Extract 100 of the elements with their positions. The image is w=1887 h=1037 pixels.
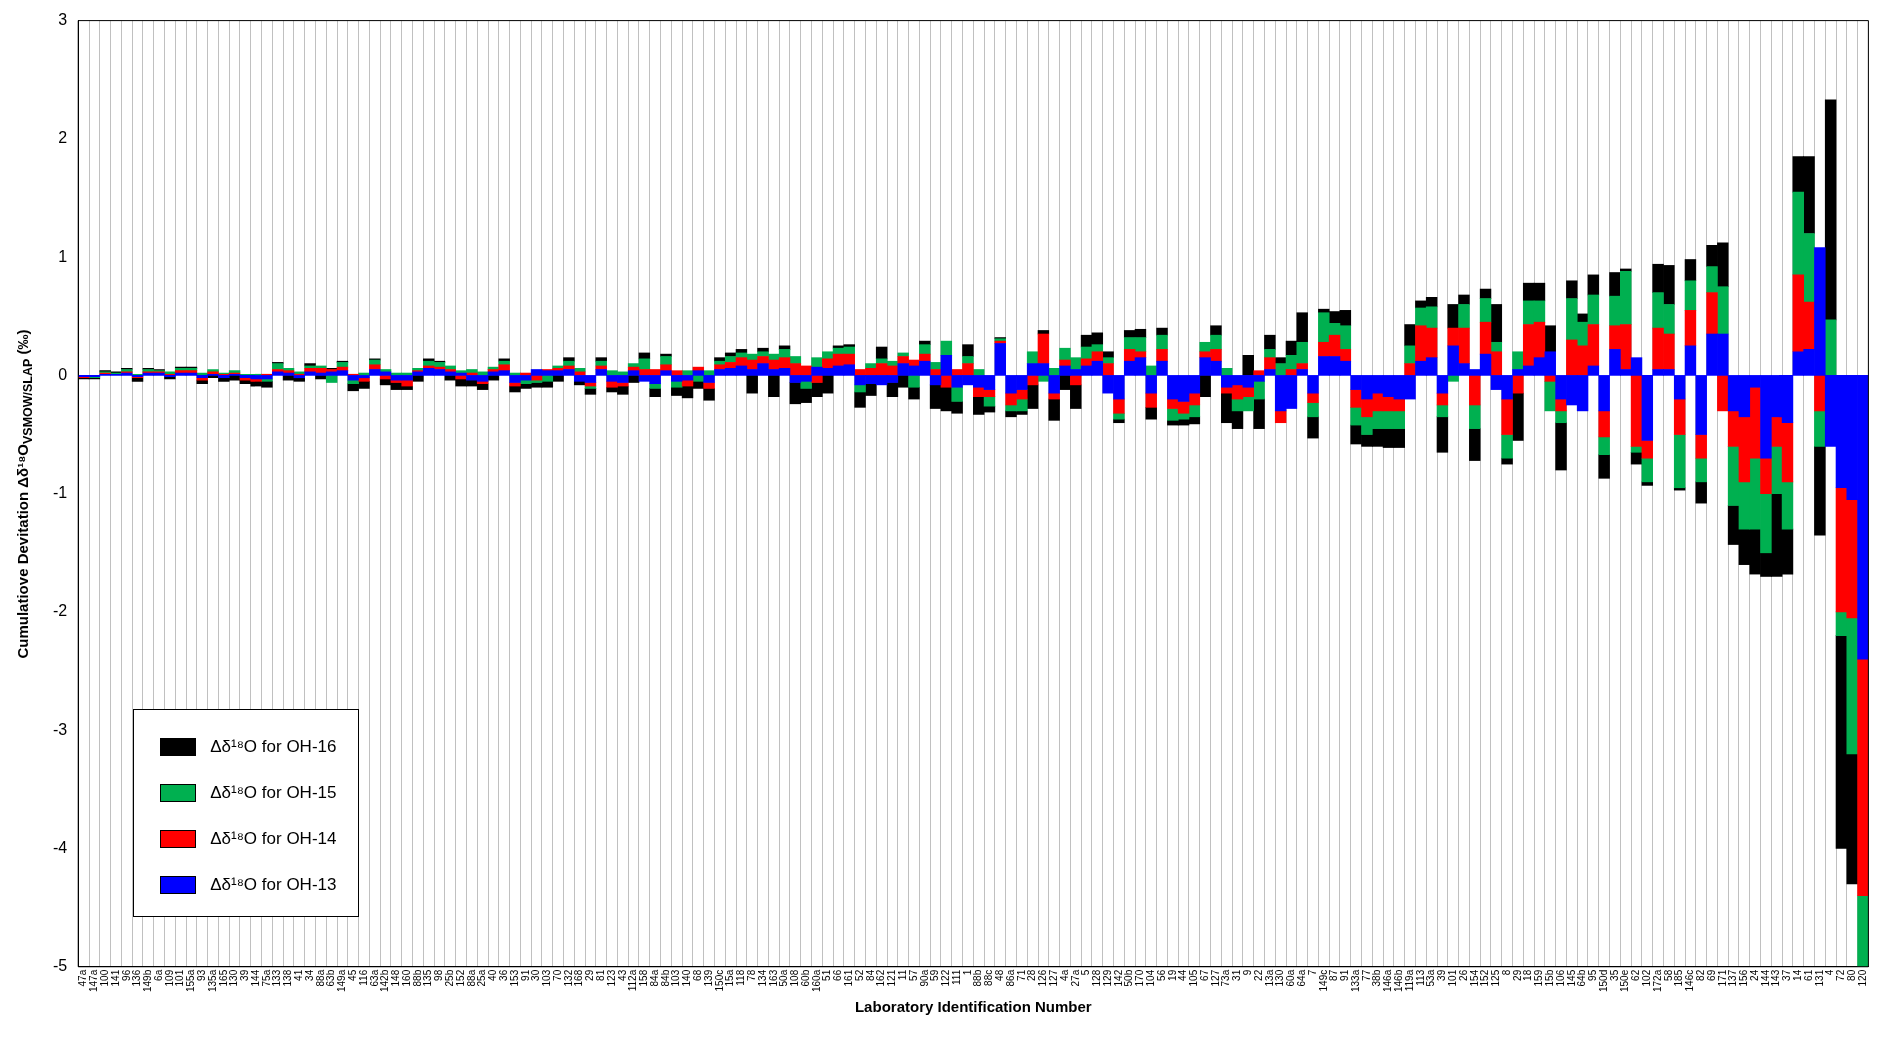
- legend-label: Δδ¹⁸O for OH-13: [210, 874, 337, 895]
- x-tick-label: 146c: [1684, 969, 1696, 992]
- x-tick-label: 40: [487, 969, 499, 981]
- x-tick-label: 80: [1845, 969, 1857, 981]
- x-tick-label: 50b: [1123, 969, 1135, 987]
- x-tick-label: 88a: [465, 969, 477, 987]
- x-tick-label: 59: [929, 969, 941, 981]
- x-tick-label: 37: [1781, 969, 1793, 981]
- x-tick-label: 152: [1479, 969, 1491, 987]
- x-tick-label: 48: [994, 969, 1006, 981]
- x-tick-label: 137: [1727, 969, 1739, 987]
- x-tick-label: 88b: [972, 969, 984, 987]
- x-tick-label: 71: [1015, 969, 1027, 981]
- x-tick-label: 101: [1446, 969, 1458, 987]
- y-tick-label: -3: [52, 720, 68, 738]
- x-tick-label: 135: [422, 969, 434, 987]
- x-tick-label: 15b: [1544, 969, 1555, 987]
- x-tick-label: 141: [109, 969, 121, 987]
- x-tick-label: 100: [98, 969, 110, 987]
- x-tick-label: 105: [1188, 969, 1200, 987]
- x-tick-label: 138: [282, 969, 294, 987]
- x-tick-label: 29: [584, 969, 596, 981]
- y-tick-label: -1: [52, 484, 68, 502]
- x-tick-label: 147a: [88, 969, 100, 992]
- x-tick-label: 25a: [476, 969, 488, 987]
- y-tick-label: 1: [58, 247, 68, 265]
- x-tick-label: 172a: [1651, 969, 1663, 992]
- x-tick-label: 63b: [325, 969, 337, 987]
- x-tick-label: 126: [1037, 969, 1049, 987]
- x-tick-label: 86a: [1004, 969, 1016, 987]
- x-tick-label: 160: [400, 969, 412, 987]
- x-tick-label: 87: [1328, 969, 1340, 981]
- x-tick-label: 132: [562, 969, 574, 987]
- y-tick-label: -2: [52, 602, 68, 620]
- x-tick-label: 84b: [659, 969, 671, 987]
- x-tick-label: 139: [702, 969, 714, 987]
- x-tick-label: 90a: [918, 969, 930, 987]
- x-axis-title: Laboratory Identification Number: [854, 998, 1092, 1016]
- x-tick-label: 153: [508, 969, 520, 987]
- x-tick-label: 72: [1835, 969, 1847, 981]
- x-tick-label: 1: [961, 969, 973, 976]
- x-tick-label: 7: [1306, 969, 1318, 976]
- x-tick-label: 162: [875, 969, 887, 987]
- x-tick-label: 106: [1554, 969, 1566, 987]
- x-tick-label: 61: [1802, 969, 1814, 981]
- x-tick-label: 69: [1705, 969, 1717, 981]
- x-tick-label: 152: [454, 969, 466, 987]
- x-tick-label: 64b: [1576, 969, 1588, 987]
- x-tick-label: 34: [303, 969, 315, 981]
- x-tick-label: 63a: [368, 969, 380, 987]
- x-tick-label: 51: [821, 969, 833, 981]
- x-tick-label: 127: [1209, 969, 1221, 987]
- x-tick-label: 142b: [379, 969, 391, 992]
- x-tick-label: 36: [497, 969, 509, 981]
- x-tick-label: 77: [1360, 969, 1372, 981]
- x-tick-label: 168: [573, 969, 585, 987]
- x-tick-label: 159: [1533, 969, 1545, 987]
- x-tick-label: 15a: [724, 969, 736, 987]
- x-tick-label: 134: [756, 969, 768, 987]
- x-tick-label: 111: [950, 969, 962, 985]
- x-tick-label: 24: [1748, 969, 1760, 981]
- x-tick-label: 25b: [444, 969, 456, 987]
- x-tick-label: 156: [1738, 969, 1750, 987]
- x-tick-label: 67: [1198, 969, 1210, 981]
- x-tick-label: 108: [789, 969, 801, 987]
- x-tick-label: 14: [1792, 969, 1804, 981]
- y-tick-label: 2: [58, 129, 68, 147]
- x-tick-label: 150e: [1619, 969, 1631, 992]
- x-tick-label: 143: [1770, 969, 1782, 987]
- y-tick-label: 0: [58, 365, 68, 383]
- x-tick-label: 149c: [1317, 969, 1329, 992]
- y-tick-label: -5: [52, 957, 68, 975]
- x-tick-label: 88a: [314, 969, 326, 987]
- x-tick-label: 64a: [1295, 969, 1307, 987]
- x-tick-label: 103: [670, 969, 682, 987]
- x-tick-label: 113: [1414, 969, 1426, 986]
- x-tick-label: 58: [1662, 969, 1674, 981]
- x-tick-label: 43: [616, 969, 628, 981]
- x-tick-label: 102: [1641, 969, 1653, 987]
- x-tick-label: 53a: [1425, 969, 1437, 987]
- x-tick-label: 109: [163, 969, 175, 987]
- legend-label: Δδ¹⁸O for OH-16: [210, 736, 337, 757]
- x-tick-label: 98: [433, 969, 445, 981]
- x-tick-label: 18: [1522, 969, 1534, 981]
- x-tick-label: 19: [1166, 969, 1178, 981]
- x-tick-label: 41: [293, 969, 305, 981]
- x-tick-label: 146a: [1382, 969, 1394, 992]
- x-tick-label: 4a: [1058, 969, 1070, 981]
- x-tick-label: 158: [638, 969, 650, 987]
- x-tick-label: 44: [1177, 969, 1189, 981]
- x-tick-label: 145: [1565, 969, 1577, 987]
- x-tick-label: 6a: [152, 969, 164, 981]
- x-tick-label: 119a: [1403, 969, 1415, 992]
- x-tick-label: 165: [217, 969, 229, 987]
- legend-label: Δδ¹⁸O for OH-14: [210, 828, 337, 849]
- x-tick-label: 133a: [1349, 969, 1361, 992]
- x-tick-label: 161: [843, 969, 855, 987]
- x-tick-label: 136: [131, 969, 143, 987]
- x-tick-label: 88c: [983, 969, 995, 986]
- x-tick-label: 73a: [1220, 969, 1232, 987]
